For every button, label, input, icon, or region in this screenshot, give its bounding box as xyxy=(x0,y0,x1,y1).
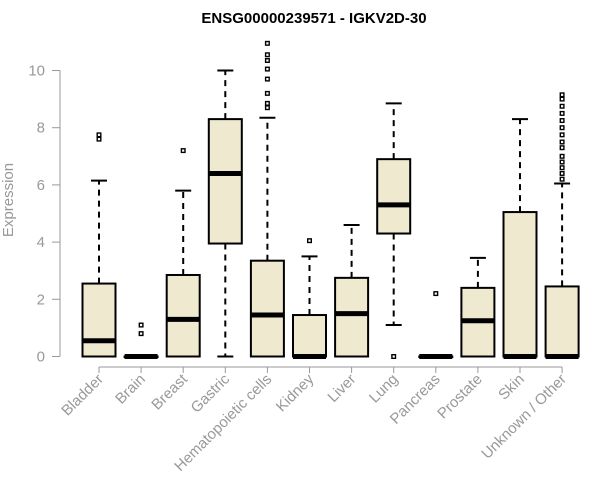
y-tick-label: 2 xyxy=(37,291,45,308)
x-category-label: Brain xyxy=(112,371,149,408)
outlier-point xyxy=(264,76,270,82)
box-iqr xyxy=(165,273,201,358)
y-axis-label: Expression xyxy=(0,163,17,237)
outlier-point xyxy=(559,103,565,109)
outlier-point xyxy=(264,66,270,72)
outlier-point xyxy=(96,136,102,142)
y-tick-label: 8 xyxy=(37,120,45,137)
outlier-point xyxy=(264,105,270,111)
y-tick-label: 0 xyxy=(37,349,45,366)
outlier-point xyxy=(433,291,439,297)
box-bladder xyxy=(81,132,117,358)
box-skin xyxy=(502,118,538,359)
box-lung xyxy=(376,102,412,360)
box-pancreas xyxy=(418,291,454,359)
outlier-point xyxy=(138,331,144,337)
outlier-point xyxy=(264,52,270,58)
outlier-point xyxy=(264,100,270,106)
y-axis: 0 2 4 6 8 10 xyxy=(28,63,61,366)
outlier-point xyxy=(264,90,270,96)
box-kidney xyxy=(292,238,327,359)
outlier-point xyxy=(264,57,270,63)
outlier-point xyxy=(180,148,186,154)
y-tick-label: 4 xyxy=(37,234,45,251)
outlier-point xyxy=(559,153,565,159)
outlier-point xyxy=(264,40,270,46)
outlier-point xyxy=(559,165,565,171)
outlier-point xyxy=(559,132,565,138)
box-prostate xyxy=(460,256,496,358)
outlier-point xyxy=(559,96,565,102)
x-category-label: Liver xyxy=(324,371,359,406)
box-iqr xyxy=(207,118,243,245)
box-iqr xyxy=(544,285,580,358)
box-iqr xyxy=(81,282,117,358)
box-unknown-other xyxy=(544,92,580,359)
box-iqr xyxy=(502,211,538,358)
outlier-point xyxy=(138,322,144,328)
outlier-point xyxy=(559,139,565,145)
box-hematopoietic-cells xyxy=(249,40,285,358)
outlier-point xyxy=(559,118,565,124)
box-brain xyxy=(123,322,159,359)
outlier-point xyxy=(391,354,397,360)
outlier-point xyxy=(559,110,565,116)
outlier-point xyxy=(96,132,102,138)
outlier-point xyxy=(559,92,565,98)
outlier-point xyxy=(559,159,565,165)
x-category-label: Prostate xyxy=(434,371,486,423)
y-tick-label: 6 xyxy=(37,177,45,194)
x-category-label: Kidney xyxy=(273,370,318,415)
box-iqr xyxy=(376,158,412,235)
chart-title: ENSG00000239571 - IGKV2D-30 xyxy=(201,10,426,27)
outlier-point xyxy=(559,176,565,182)
box-iqr xyxy=(334,276,370,358)
outlier-point xyxy=(559,145,565,151)
y-tick-label: 10 xyxy=(28,63,45,80)
outlier-point xyxy=(307,238,313,244)
outlier-point xyxy=(559,125,565,131)
box-liver xyxy=(334,223,370,358)
outlier-point xyxy=(559,170,565,176)
x-category-label: Skin xyxy=(495,371,528,404)
box-iqr xyxy=(292,314,327,358)
boxes-group xyxy=(81,40,580,360)
box-gastric xyxy=(207,69,243,358)
x-category-label: Bladder xyxy=(58,371,107,420)
box-iqr xyxy=(249,259,285,358)
x-category-label: Breast xyxy=(148,370,191,413)
box-breast xyxy=(165,148,201,358)
x-category-label: Lung xyxy=(366,371,402,407)
